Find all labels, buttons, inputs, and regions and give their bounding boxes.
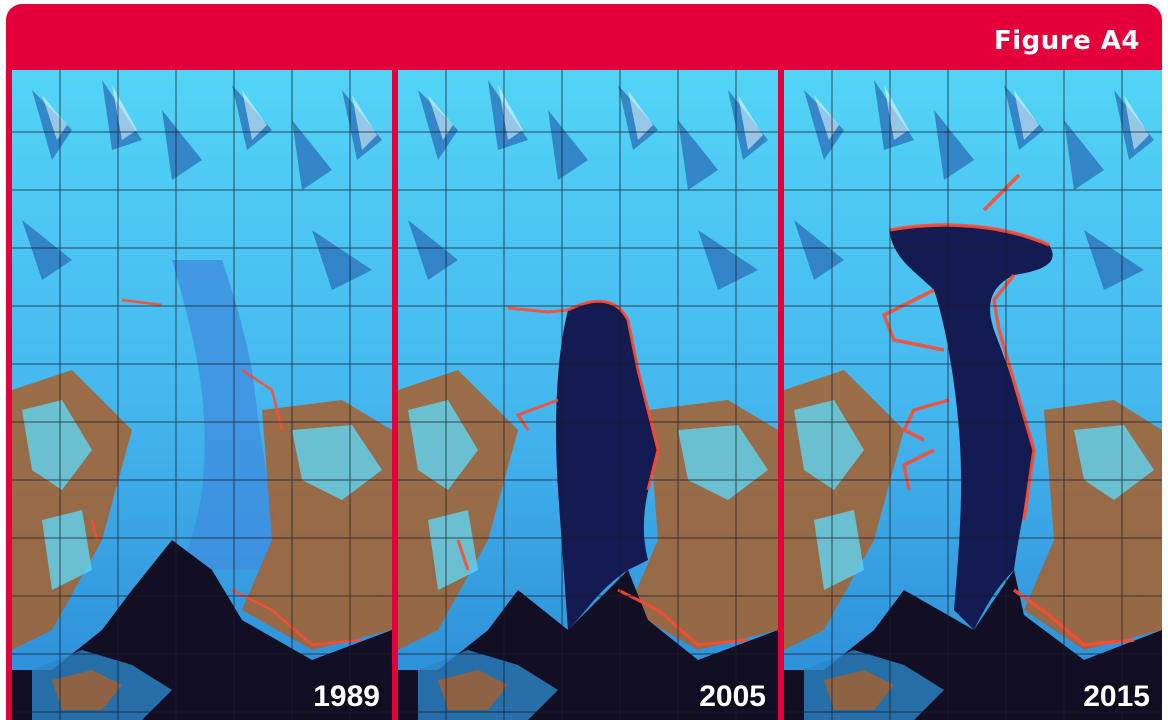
satellite-image-2005 <box>398 70 778 720</box>
satellite-image-2015 <box>784 70 1162 720</box>
year-label: 2005 <box>699 680 766 713</box>
satellite-panel-1989: 1989 <box>12 70 392 720</box>
satellite-panel-2015: 2015 <box>784 70 1162 720</box>
year-label: 2015 <box>1083 680 1150 713</box>
figure-title: Figure A4 <box>993 26 1140 56</box>
satellite-image-1989 <box>12 70 392 720</box>
satellite-panel-2005: 2005 <box>398 70 778 720</box>
year-label: 1989 <box>313 680 380 713</box>
figure-frame: Figure A4 <box>6 4 1162 720</box>
